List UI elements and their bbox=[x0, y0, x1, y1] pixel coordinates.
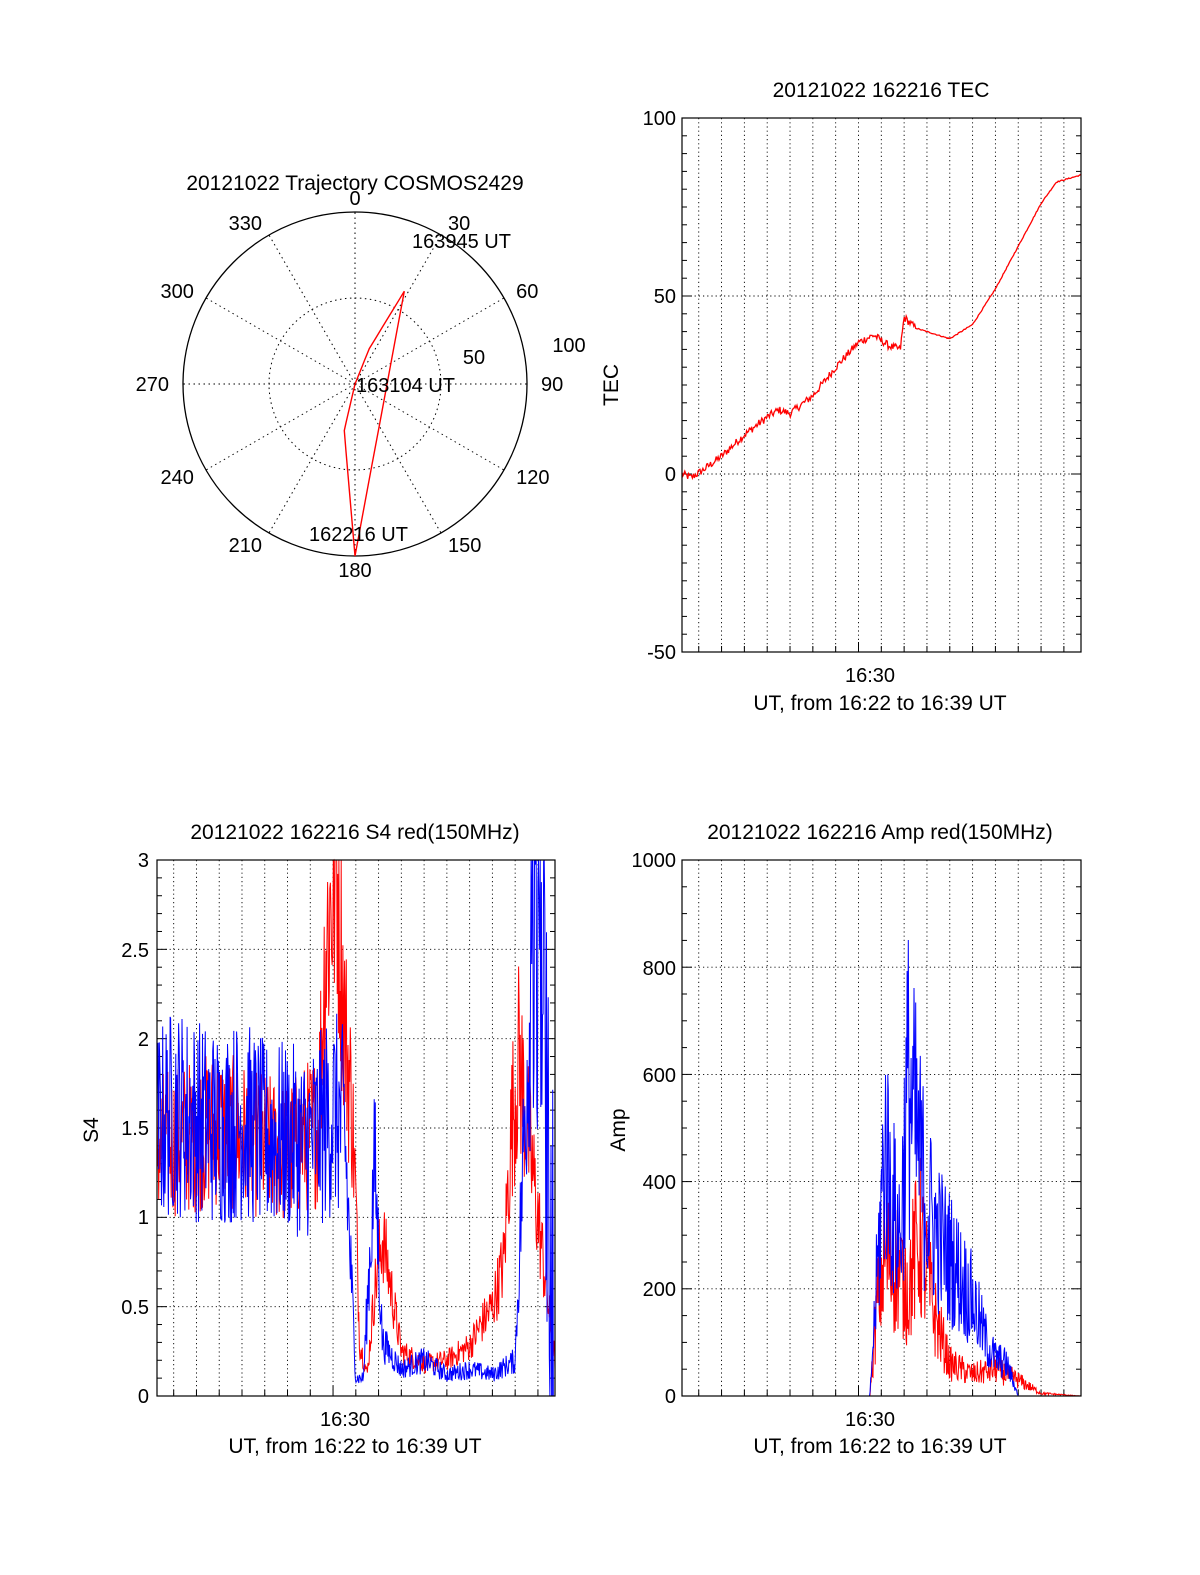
s4-ytick-label: 3 bbox=[138, 850, 149, 872]
s4-ytick-label: 2.5 bbox=[121, 940, 149, 962]
polar-angle-label: 30 bbox=[448, 213, 470, 235]
polar-angle-label: 180 bbox=[338, 560, 371, 582]
polar-angle-label: 60 bbox=[516, 281, 538, 303]
amp-ytick-label: 400 bbox=[643, 1172, 676, 1194]
tec-ylabel: TEC bbox=[600, 364, 623, 406]
polar-angle-label: 270 bbox=[136, 374, 169, 396]
amp-ylabel: Amp bbox=[607, 1108, 630, 1151]
polar-angle-label: 330 bbox=[229, 213, 262, 235]
trajectory-title: 20121022 Trajectory COSMOS2429 bbox=[186, 172, 523, 195]
s4-ytick-label: 1.5 bbox=[121, 1118, 149, 1140]
polar-angle-label: 300 bbox=[161, 281, 194, 303]
polar-angle-label: 0 bbox=[349, 188, 360, 210]
polar-angle-label: 210 bbox=[229, 535, 262, 557]
tec-grid bbox=[682, 117, 1081, 653]
s4-ytick-label: 0 bbox=[138, 1386, 149, 1408]
polar-grid bbox=[182, 211, 528, 557]
tec-series-line bbox=[681, 174, 1082, 481]
polar-angle-label: 150 bbox=[448, 535, 481, 557]
s4-panel: 20121022 162216 S4 red(150MHz) 0 0.5 1 1… bbox=[80, 821, 556, 1458]
tec-xtick-label: 16:30 bbox=[845, 665, 895, 687]
tec-ytick-label: -50 bbox=[647, 642, 676, 664]
amp-y-ticks: 0 200 400 600 800 1000 bbox=[632, 850, 677, 1408]
s4-blue-series-line bbox=[156, 859, 555, 1397]
s4-ytick-label: 0.5 bbox=[121, 1297, 149, 1319]
amp-blue-series-line bbox=[682, 939, 1081, 1397]
amp-ytick-label: 600 bbox=[643, 1065, 676, 1087]
s4-xtick-label: 16:30 bbox=[320, 1409, 370, 1431]
polar-spoke bbox=[205, 383, 356, 471]
amp-xlabel: UT, from 16:22 to 16:39 UT bbox=[753, 1435, 1006, 1458]
tec-ytick-label: 0 bbox=[665, 464, 676, 486]
trajectory-panel: 20121022 Trajectory COSMOS2429 0 30 60 90 12… bbox=[136, 172, 586, 582]
amp-ytick-label: 200 bbox=[643, 1279, 676, 1301]
trajectory-mid-label: 163104 UT bbox=[356, 375, 455, 397]
s4-ylabel: S4 bbox=[80, 1117, 103, 1143]
polar-spoke bbox=[354, 383, 442, 534]
polar-spoke bbox=[205, 297, 356, 385]
tec-xlabel: UT, from 16:22 to 16:39 UT bbox=[753, 692, 1006, 715]
tec-axes-frame bbox=[681, 117, 1082, 653]
s4-title: 20121022 162216 S4 red(150MHz) bbox=[190, 821, 519, 844]
s4-xlabel: UT, from 16:22 to 16:39 UT bbox=[228, 1435, 481, 1458]
amp-ytick-label: 1000 bbox=[632, 850, 677, 872]
s4-axes-frame bbox=[156, 859, 556, 1397]
radius-label-100: 100 bbox=[552, 335, 585, 357]
amp-grid bbox=[682, 859, 1081, 1397]
amp-axes-frame bbox=[681, 859, 1082, 1397]
amp-ytick-label: 800 bbox=[643, 958, 676, 980]
s4-ytick-label: 1 bbox=[138, 1207, 149, 1229]
polar-angle-labels: 0 30 60 90 120 150 180 210 240 270 300 330 bbox=[136, 188, 564, 582]
polar-spoke bbox=[268, 383, 356, 534]
amp-panel: 20121022 162216 Amp red(150MHz) 0 200 40… bbox=[607, 821, 1082, 1458]
polar-spoke bbox=[354, 234, 442, 385]
polar-angle-label: 90 bbox=[541, 374, 563, 396]
trajectory-start-label: 162216 UT bbox=[309, 524, 408, 546]
tec-title: 20121022 162216 TEC bbox=[773, 79, 990, 102]
trajectory-end-label: 163945 UT bbox=[412, 231, 511, 253]
polar-angle-label: 120 bbox=[516, 467, 549, 489]
tec-panel: 20121022 162216 TEC -50 0 50 100 16:30 U… bbox=[600, 79, 1082, 715]
amp-ytick-label: 0 bbox=[665, 1386, 676, 1408]
tec-ytick-label: 50 bbox=[654, 286, 676, 308]
polar-spoke bbox=[268, 234, 356, 385]
amp-xtick-label: 16:30 bbox=[845, 1409, 895, 1431]
s4-ytick-label: 2 bbox=[138, 1029, 149, 1051]
polar-spoke bbox=[354, 297, 505, 385]
polar-angle-label: 240 bbox=[161, 467, 194, 489]
polar-spoke bbox=[354, 383, 505, 471]
amp-title: 20121022 162216 Amp red(150MHz) bbox=[707, 821, 1053, 844]
trajectory-line bbox=[343, 290, 405, 557]
tec-ytick-label: 100 bbox=[643, 108, 676, 130]
tec-y-ticks: -50 0 50 100 bbox=[643, 108, 676, 664]
radius-label-50: 50 bbox=[463, 347, 485, 369]
s4-y-ticks: 0 0.5 1 1.5 2 2.5 3 bbox=[121, 850, 149, 1408]
